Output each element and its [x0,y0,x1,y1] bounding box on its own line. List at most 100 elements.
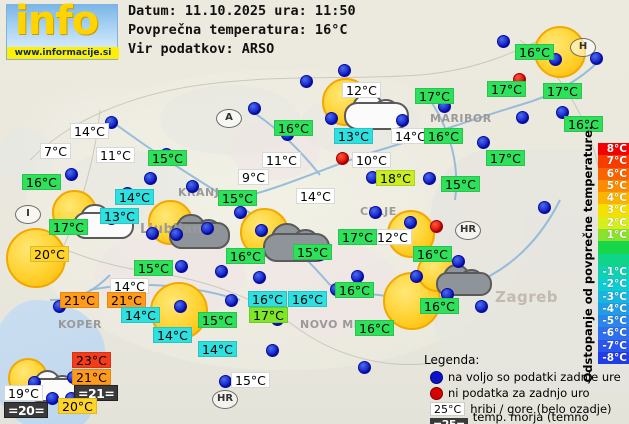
station-dot-ok[interactable] [497,35,510,48]
country-marker-hr: HR [455,221,481,240]
colorbar-tick: 1°C [598,229,629,242]
station-dot-ok[interactable] [234,206,247,219]
station-dot-ok[interactable] [266,344,279,357]
logo-wordmark: info [15,0,99,44]
station-dot-ok[interactable] [174,300,187,313]
station-dot-ok[interactable] [175,260,188,273]
colorbar-title: Odstopanje od povprečne temperature: [581,125,595,383]
temperature-label: 16°C [274,120,313,136]
station-dot-ok[interactable] [396,114,409,127]
mountain-temperature-label: 10°C [352,152,391,168]
temperature-label: 15°C [218,190,257,206]
station-dot-ok[interactable] [300,75,313,88]
temperature-anomaly-colorbar: 8°C 7°C 6°C 5°C 4°C 3°C 2°C 1°C -1°C -2°C -3°C -4°C… [598,143,629,365]
station-dot-ok[interactable] [186,180,199,193]
station-dot-ok[interactable] [423,172,436,185]
legend-item-text: temp. morja (temno ozadje) [472,410,589,424]
legend-title: Legenda: [424,353,480,367]
header-average-temperature: Povprečna temperatura: 16°C [128,22,348,38]
temperature-label: 17°C [249,307,288,323]
station-dot-ok[interactable] [590,52,603,65]
header-data-source: Vir podatkov: ARSO [128,41,275,57]
station-dot-ok[interactable] [410,270,423,283]
station-dot-no-data[interactable] [336,152,349,165]
temperature-label: 13°C [100,208,139,224]
temperature-label: 14°C [198,341,237,357]
country-marker-h: H [570,38,596,57]
temperature-label: 17°C [415,88,454,104]
station-dot-ok[interactable] [170,228,183,241]
temperature-label: 17°C [338,229,377,245]
header-info: Datum: 11.10.2025 ura: 11:50 Povprečna t… [128,2,356,59]
station-dot-ok[interactable] [144,172,157,185]
sun-behind-grey-cloud-icon [240,208,332,276]
temperature-label: 16°C [355,320,394,336]
station-dot-ok[interactable] [538,201,551,214]
legend-item: ni podatka za zadnjo uro [430,385,629,401]
mountain-temperature-label: 15°C [231,372,270,388]
station-dot-ok[interactable] [201,222,214,235]
temperature-label: 23°C [72,352,111,368]
colorbar-tick: 6°C [598,167,629,180]
colorbar-tick: 8°C [598,143,629,156]
legend-item: =25= temp. morja (temno ozadje) [430,410,629,424]
station-dot-ok[interactable] [369,206,382,219]
cloud-white-icon [344,92,410,131]
station-dot-no-data[interactable] [430,220,443,233]
temperature-label: 20°C [30,246,69,262]
station-dot-ok[interactable] [215,265,228,278]
station-dot-ok[interactable] [248,102,261,115]
temperature-label: 16°C [22,174,61,190]
header-date-time: Datum: 11.10.2025 ura: 11:50 [128,3,356,19]
mountain-temperature-label: 7°C [40,143,71,159]
temperature-label: 17°C [543,83,582,99]
temperature-label: 18°C [376,170,415,186]
station-dot-ok[interactable] [556,106,569,119]
sun-behind-grey-cloud-icon [417,252,493,308]
temperature-label: 16°C [515,44,554,60]
temperature-label: 14°C [115,189,154,205]
station-dot-ok[interactable] [404,216,417,229]
colorbar-tick: -7°C [598,339,629,353]
colorbar-tick: -4°C [598,302,629,316]
legend-rows: na voljo so podatki zadnje ure ni podatka… [424,369,629,424]
colorbar-tick: -2°C [598,278,629,291]
colorbar-tick: 3°C [598,204,629,217]
colorbar-tick: 2°C [598,216,629,230]
map-legend: Legenda: na voljo so podatki zadnje ure n… [424,352,629,424]
country-marker-a: A [216,109,242,128]
legend-item: 25°C hribi / gore (belo ozadje) [430,401,629,417]
colorbar-tick: 5°C [598,179,629,193]
station-dot-ok[interactable] [338,64,351,77]
place-label: KOPER [58,318,102,331]
temperature-label: 16°C [564,116,603,132]
site-logo[interactable]: info www.informacije.si [6,0,119,60]
station-dot-ok[interactable] [225,294,238,307]
mountain-temperature-label: 12°C [342,82,381,98]
station-dot-ok[interactable] [475,300,488,313]
station-dot-ok[interactable] [146,227,159,240]
station-dot-ok[interactable] [452,255,465,268]
temperature-label: 16°C [413,246,452,262]
legend-item-text: ni podatka za zadnjo uro [448,386,590,400]
temperature-label: 17°C [49,219,88,235]
temperature-label: 14°C [121,307,160,323]
station-dot-ok[interactable] [516,111,529,124]
station-dot-ok[interactable] [65,168,78,181]
temperature-label: 17°C [486,150,525,166]
station-dot-ok[interactable] [255,224,268,237]
legend-item-text: na voljo so podatki zadnje ure [448,370,621,384]
station-dot-ok[interactable] [358,361,371,374]
station-dot-ok[interactable] [325,112,338,125]
sea-temperature-label: =20= [4,402,49,418]
temperature-label: 16°C [226,248,265,264]
temperature-label: 16°C [420,298,459,314]
colorbar-tick: -3°C [598,290,629,303]
mountain-temperature-label: 9°C [238,169,269,185]
temperature-label: 16°C [248,291,287,307]
legend-sea-swatch: =25= [430,418,468,424]
station-dot-ok[interactable] [253,271,266,284]
colorbar-tick [598,253,629,266]
station-dot-ok[interactable] [477,136,490,149]
